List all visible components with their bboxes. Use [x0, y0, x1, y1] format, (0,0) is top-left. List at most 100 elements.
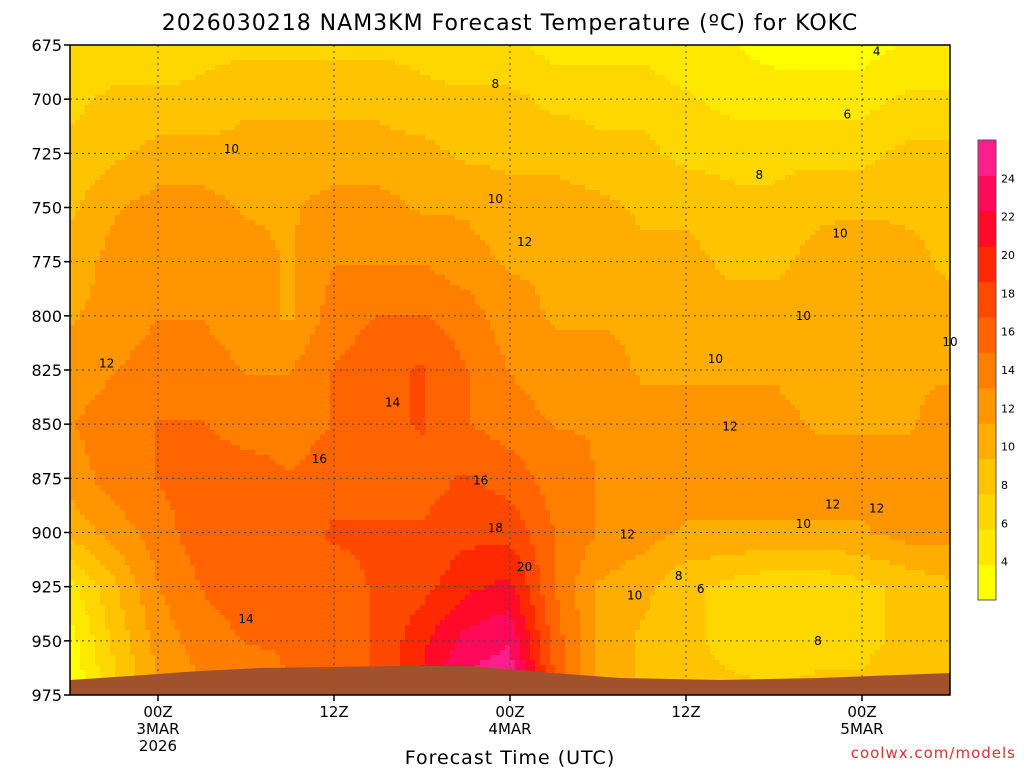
field-cell	[170, 130, 176, 136]
field-cell	[390, 160, 396, 166]
field-cell	[280, 185, 286, 191]
field-cell	[725, 175, 731, 181]
field-cell	[210, 120, 216, 126]
field-cell	[105, 125, 111, 131]
field-cell	[395, 140, 401, 146]
field-cell	[230, 120, 236, 126]
field-cell	[405, 55, 411, 61]
field-cell	[300, 100, 306, 106]
field-cell	[815, 70, 821, 76]
field-cell	[175, 105, 181, 111]
field-cell	[565, 65, 571, 71]
field-cell	[300, 65, 306, 71]
field-cell	[105, 55, 111, 61]
field-cell	[150, 45, 156, 51]
field-cell	[130, 150, 136, 156]
field-cell	[570, 45, 576, 51]
field-cell	[925, 100, 931, 106]
field-cell	[890, 95, 896, 101]
field-cell	[120, 75, 126, 81]
field-cell	[650, 55, 656, 61]
field-cell	[85, 120, 91, 126]
field-cell	[340, 155, 346, 161]
field-cell	[920, 140, 926, 146]
field-cell	[205, 90, 211, 96]
field-cell	[805, 150, 811, 156]
field-cell	[465, 65, 471, 71]
field-cell	[480, 140, 486, 146]
field-cell	[185, 115, 191, 121]
field-cell	[780, 60, 786, 66]
field-cell	[565, 85, 571, 91]
field-cell	[775, 150, 781, 156]
field-cell	[370, 120, 376, 126]
field-cell	[760, 90, 766, 96]
field-cell	[330, 55, 336, 61]
field-cell	[170, 85, 176, 91]
field-cell	[670, 165, 676, 171]
field-cell	[885, 95, 891, 101]
field-cell	[255, 180, 261, 186]
field-cell	[715, 145, 721, 151]
field-cell	[415, 55, 421, 61]
field-cell	[665, 65, 671, 71]
field-cell	[100, 120, 106, 126]
field-cell	[100, 95, 106, 101]
field-cell	[190, 125, 196, 131]
field-cell	[390, 150, 396, 156]
field-cell	[655, 70, 661, 76]
field-cell	[110, 100, 116, 106]
field-cell	[755, 145, 761, 151]
field-cell	[890, 160, 896, 166]
field-cell	[120, 110, 126, 116]
field-cell	[570, 80, 576, 86]
field-cell	[610, 135, 616, 141]
field-cell	[90, 80, 96, 86]
field-cell	[435, 165, 441, 171]
field-cell	[915, 85, 921, 91]
field-cell	[595, 150, 601, 156]
field-cell	[800, 140, 806, 146]
field-cell	[275, 70, 281, 76]
field-cell	[450, 130, 456, 136]
field-cell	[775, 130, 781, 136]
field-cell	[945, 60, 951, 66]
field-cell	[790, 145, 796, 151]
field-cell	[455, 145, 461, 151]
field-cell	[205, 185, 211, 191]
field-cell	[335, 180, 341, 186]
field-cell	[510, 50, 516, 56]
field-cell	[790, 160, 796, 166]
field-cell	[485, 55, 491, 61]
field-cell	[195, 70, 201, 76]
field-cell	[120, 60, 126, 66]
field-cell	[475, 130, 481, 136]
field-cell	[790, 155, 796, 161]
field-cell	[900, 140, 906, 146]
field-cell	[150, 140, 156, 146]
field-cell	[190, 155, 196, 161]
field-cell	[765, 75, 771, 81]
field-cell	[475, 50, 481, 56]
field-cell	[245, 45, 251, 51]
field-cell	[705, 180, 711, 186]
field-cell	[560, 65, 566, 71]
field-cell	[320, 145, 326, 151]
field-cell	[675, 50, 681, 56]
field-cell	[560, 90, 566, 96]
field-cell	[315, 130, 321, 136]
field-cell	[150, 150, 156, 156]
field-cell	[560, 140, 566, 146]
field-cell	[540, 75, 546, 81]
field-cell	[105, 95, 111, 101]
field-cell	[580, 155, 586, 161]
field-cell	[180, 100, 186, 106]
field-cell	[520, 130, 526, 136]
field-cell	[335, 70, 341, 76]
field-cell	[255, 105, 261, 111]
field-cell	[440, 170, 446, 176]
field-cell	[280, 80, 286, 86]
field-cell	[505, 110, 511, 116]
field-cell	[345, 120, 351, 126]
field-cell	[905, 145, 911, 151]
